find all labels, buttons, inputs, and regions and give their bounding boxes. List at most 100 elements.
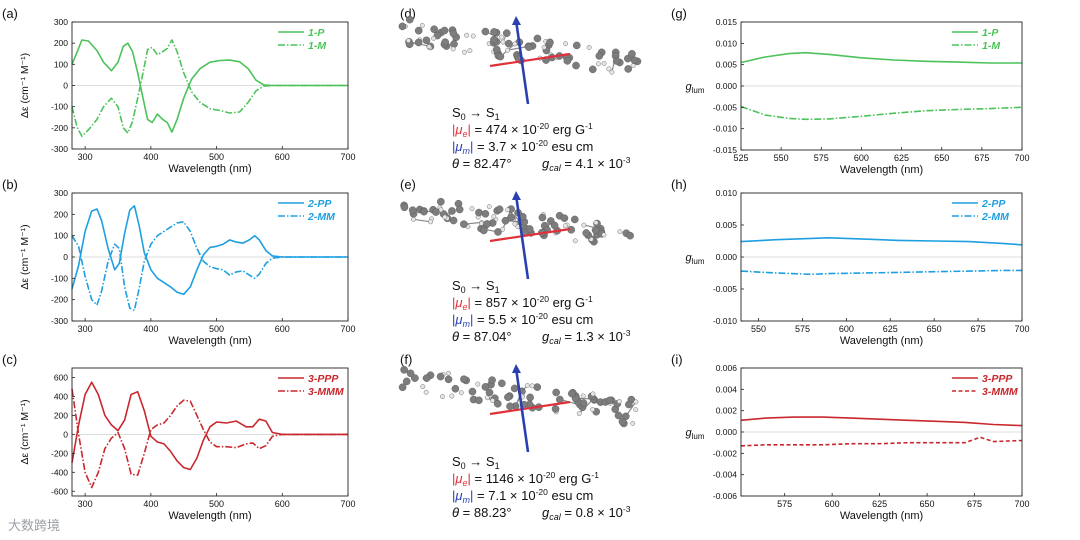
y-tick-label: 100: [54, 231, 68, 241]
x-tick-label: 600: [275, 324, 290, 334]
x-tick-label: 550: [774, 153, 789, 163]
y-axis-label: glum: [685, 81, 704, 95]
theta-text: θ = 87.04°: [452, 329, 512, 344]
x-tick-label: 575: [795, 324, 810, 334]
y-tick-label: -100: [51, 273, 68, 283]
gcal-text: gcal = 1.3 × 10-3: [542, 328, 631, 346]
y-label-main: g: [685, 427, 692, 439]
x-tick-label: 500: [209, 152, 224, 162]
x-tick-label: 400: [143, 324, 158, 334]
x-tick-label: 600: [839, 324, 854, 334]
legend-label: 2-PP: [981, 198, 1006, 210]
legend-label: 2-MM: [981, 211, 1009, 223]
series-line-3-PPP: [740, 416, 1023, 427]
x-tick-label: 650: [927, 324, 942, 334]
x-tick-label: 650: [934, 153, 949, 163]
legend-label: 2-MM: [307, 211, 335, 223]
y-tick-label: -200: [51, 448, 68, 458]
x-tick-label: 625: [894, 153, 909, 163]
panel-label: (b): [2, 177, 18, 192]
legend-label: 3-MMM: [982, 386, 1018, 398]
magnetic-dipole-arrowhead: [512, 364, 521, 373]
molecules-layer: (d)S0 → S1|μe| = 474 × 10-20 erg G-1|μm|…: [398, 6, 642, 522]
x-tick-label: 700: [1014, 324, 1029, 334]
x-axis-label: Wavelength (nm): [168, 510, 251, 522]
y-tick-label: -300: [51, 316, 68, 326]
electric-dipole-text: |μe| = 474 × 10-20 erg G-1: [452, 121, 593, 139]
magnetic-dipole-text: |μm| = 7.1 × 10-20 esu cm: [452, 487, 593, 505]
y-axis-label: glum: [685, 427, 704, 441]
series-line-1-M: [71, 39, 348, 138]
panel-label: (c): [2, 352, 17, 367]
electric-dipole-vector: [489, 52, 571, 68]
panel-label: (g): [671, 6, 687, 21]
y-axis-label: glum: [685, 252, 704, 266]
x-tick-label: 600: [825, 499, 840, 509]
y-label-sub: lum: [692, 86, 705, 95]
electric-dipole-vector: [489, 227, 571, 243]
x-tick-label: 700: [340, 324, 355, 334]
magnetic-dipole-arrowhead: [512, 191, 521, 200]
x-tick-label: 625: [883, 324, 898, 334]
magnetic-dipole-text: |μm| = 3.7 × 10-20 esu cm: [452, 138, 593, 156]
y-tick-label: 0.000: [716, 81, 738, 91]
electric-dipole-vector: [489, 400, 571, 416]
series-line-2-PP: [71, 205, 348, 296]
x-tick-label: 700: [1014, 153, 1029, 163]
y-tick-label: -400: [51, 467, 68, 477]
y-label-sub: lum: [692, 257, 705, 266]
x-tick-label: 525: [733, 153, 748, 163]
x-tick-label: 400: [143, 152, 158, 162]
x-tick-label: 575: [814, 153, 829, 163]
y-tick-label: 0.004: [716, 384, 738, 394]
y-tick-label: 0: [63, 429, 68, 439]
y-tick-label: 0: [63, 81, 68, 91]
y-tick-label: 100: [54, 59, 68, 69]
x-tick-label: 650: [920, 499, 935, 509]
molecule-panel-e: (e) S0 → S1|μe| = 857 × 10-20 erg G-1|μm|…: [400, 177, 634, 346]
molecule-panel-d: (d)S0 → S1|μe| = 474 × 10-20 erg G-1|μm|…: [398, 6, 642, 173]
y-tick-label: 0: [63, 252, 68, 262]
legend-label: 3-PPP: [982, 373, 1013, 385]
magnetic-dipole-vector: [514, 367, 530, 453]
y-tick-label: -600: [51, 486, 68, 496]
y-tick-label: -200: [51, 123, 68, 133]
x-tick-label: 300: [78, 152, 93, 162]
panel-label: (f): [400, 352, 412, 367]
electric-dipole-text: |μe| = 857 × 10-20 erg G-1: [452, 294, 593, 312]
y-tick-label: -300: [51, 144, 68, 154]
magnetic-dipole-text: |μm| = 5.5 × 10-20 esu cm: [452, 311, 593, 329]
x-axis-label: Wavelength (nm): [168, 335, 251, 347]
panel-label: (h): [671, 177, 687, 192]
chart-i: (i) 575 600 625 650 675 700 -0.006 -0.004 -0.002 0…: [671, 352, 1030, 522]
chart-c: (c) 300 400 500 600 700 -600 -400 -200 0 200 400 600…: [2, 352, 356, 522]
x-tick-label: 700: [1014, 499, 1029, 509]
x-tick-label: 675: [967, 499, 982, 509]
y-tick-label: -0.005: [713, 102, 737, 112]
y-label-main: g: [685, 252, 692, 264]
series-line-2-MM: [71, 221, 348, 312]
y-axis-label: Δε (cm⁻¹ M⁻¹): [19, 399, 31, 464]
gcal-text: gcal = 4.1 × 10-3: [542, 155, 631, 173]
magnetic-dipole-vector: [514, 19, 530, 105]
y-label-sub: lum: [692, 432, 705, 441]
x-tick-label: 500: [209, 499, 224, 509]
x-tick-label: 500: [209, 324, 224, 334]
y-tick-label: 0.010: [716, 188, 738, 198]
y-tick-label: -0.004: [713, 470, 737, 480]
x-tick-label: 400: [143, 499, 158, 509]
series-line-2-MM: [740, 269, 1022, 276]
legend-label: 1-P: [982, 27, 999, 39]
x-tick-label: 300: [78, 324, 93, 334]
y-tick-label: -0.010: [713, 316, 737, 326]
x-tick-label: 700: [340, 152, 355, 162]
x-axis-label: Wavelength (nm): [840, 335, 923, 347]
series-line-3-MMM: [71, 388, 348, 489]
theta-text: θ = 82.47°: [452, 156, 512, 171]
y-axis-label: Δε (cm⁻¹ M⁻¹): [19, 224, 31, 289]
y-tick-label: 600: [54, 372, 68, 382]
x-axis-label: Wavelength (nm): [840, 510, 923, 522]
x-tick-label: 675: [971, 324, 986, 334]
legend-label: 1-P: [308, 27, 325, 39]
